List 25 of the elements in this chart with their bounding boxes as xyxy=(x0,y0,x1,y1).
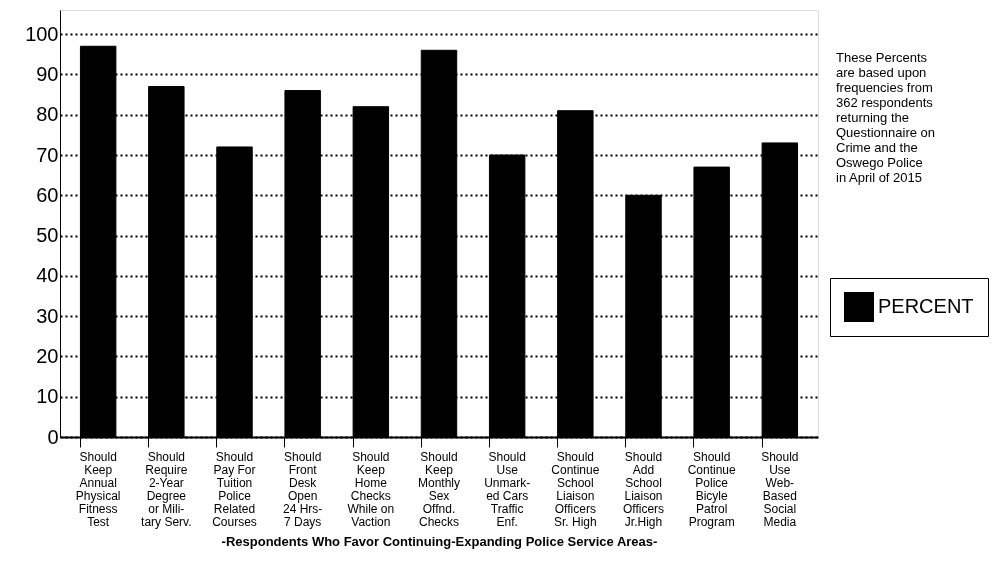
x-axis-title: -Respondents Who Favor Continuing-Expanding Police Service Areas- xyxy=(221,533,658,549)
x-tick-label: Should Keep Home Checks While on Vaction xyxy=(347,449,395,529)
legend-label: PERCENT xyxy=(878,295,974,317)
x-tick-label: Should Keep Annual Physical Fitness Test xyxy=(75,449,121,529)
y-tick-label: 30 xyxy=(36,304,59,327)
x-tick-label: Should Add School Liaison Officers Jr.High xyxy=(622,449,665,529)
x-tick-label: Should Front Desk Open 24 Hrs- 7 Days xyxy=(283,449,323,529)
y-tick-label: 50 xyxy=(36,224,59,247)
y-tick-label: 20 xyxy=(36,344,59,367)
y-tick-label: 80 xyxy=(36,103,59,126)
y-tick-label: 70 xyxy=(36,143,59,166)
x-tick-label: Should Require 2-Year Degree or Mili- tary Serv. xyxy=(141,449,192,529)
y-tick-label: 40 xyxy=(36,264,59,287)
y-tick-label: 90 xyxy=(36,62,59,85)
y-tick-label: 100 xyxy=(25,22,59,45)
x-tick-label: Should Pay For Tuition Police Related Courses xyxy=(212,449,257,529)
x-tick-label: Should Continue School Liaison Officers Sr. High xyxy=(551,449,600,529)
y-tick-label: 10 xyxy=(36,385,59,408)
x-tick-label: Should Use Web- Based Social Media xyxy=(761,449,799,529)
x-tick-label: Should Keep Monthly Sex Offnd. Checks xyxy=(417,449,461,529)
text: These Percents are based upon frequencies from 362 respondents returning the Questionnaire on Crime and the Oswego Police in April of 2015 xyxy=(836,50,936,185)
x-tick-label: Should Continue Police Bicyle Patrol Program xyxy=(687,449,736,529)
y-tick-label: 0 xyxy=(47,425,59,448)
y-tick-label: 60 xyxy=(36,183,59,206)
x-tick-label: Should Use Unmark- ed Cars Traffic Enf. xyxy=(484,449,531,529)
